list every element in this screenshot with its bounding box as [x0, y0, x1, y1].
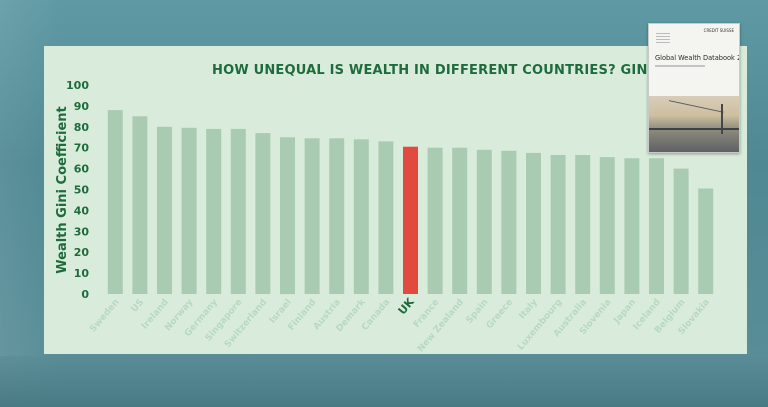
y-tick-label: 40 — [74, 204, 90, 217]
report-cover-thumbnail: CREDIT SUISSE Global Wealth Databook 202… — [648, 23, 740, 153]
y-tick-label: 60 — [74, 163, 90, 176]
y-tick-label: 50 — [74, 184, 90, 197]
bar-singapore — [230, 128, 246, 294]
background-bottom — [0, 356, 768, 407]
bar-norway — [181, 127, 197, 294]
bar-austria — [329, 138, 345, 294]
x-tick-label: Greece — [485, 298, 515, 332]
bar-new-zealand — [452, 147, 468, 294]
y-ticks-group: 0 10 20 30 40 50 60 70 80 90 100 — [66, 79, 89, 301]
bar-slovakia — [698, 188, 714, 294]
report-brand: CREDIT SUISSE — [703, 28, 734, 33]
y-tick-label: 90 — [74, 100, 90, 113]
x-tick-label: US — [130, 298, 147, 315]
bar-australia — [575, 155, 591, 294]
bar-sweden — [107, 110, 123, 294]
bar-demark — [353, 139, 369, 294]
chart-title: HOW UNEQUAL IS WEALTH IN DIFFERENT COUNT… — [212, 63, 695, 78]
y-tick-label: 20 — [74, 246, 90, 259]
x-ticks-group: Sweden USIrelandNorwayGermanySingaporeSwi… — [88, 295, 712, 354]
bridge-deck — [649, 128, 739, 130]
bar-luxembourg — [550, 155, 566, 294]
y-tick-label: 0 — [81, 288, 89, 301]
bar-ireland — [157, 126, 172, 294]
bar-slovenia — [599, 157, 615, 294]
x-tick-label: Italy — [518, 297, 540, 321]
bar-israel — [280, 137, 295, 295]
bar-greece — [501, 150, 517, 294]
cover-text-lines — [656, 33, 670, 45]
bridge-tower — [721, 104, 723, 134]
bar-finland — [304, 138, 320, 294]
y-axis-label: Wealth Gini Coefficient — [55, 106, 70, 274]
bar-us — [132, 116, 148, 294]
bar-spain — [476, 149, 492, 294]
bar-japan — [624, 158, 640, 294]
bar-iceland — [649, 158, 664, 294]
x-tick-label: UK — [396, 295, 417, 317]
y-tick-label: 30 — [74, 225, 90, 238]
cover-photo — [649, 96, 739, 152]
bar-canada — [378, 141, 394, 294]
bars-group — [107, 110, 714, 295]
bar-uk — [403, 146, 418, 294]
bar-switzerland — [255, 133, 271, 294]
y-tick-label: 100 — [66, 79, 89, 92]
bar-belgium — [673, 168, 689, 294]
y-tick-label: 70 — [74, 142, 90, 155]
x-tick-label: New Zealand — [416, 298, 466, 355]
report-title: Global Wealth Databook 2022 — [655, 54, 739, 62]
y-tick-label: 10 — [74, 267, 90, 280]
bar-germany — [206, 128, 222, 294]
report-subtitle-line — [655, 65, 705, 67]
x-tick-label: Sweden — [88, 298, 121, 335]
bar-france — [427, 147, 443, 294]
y-tick-label: 80 — [74, 121, 90, 134]
bar-italy — [526, 152, 541, 294]
